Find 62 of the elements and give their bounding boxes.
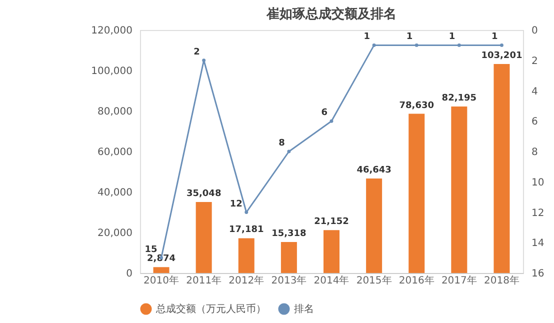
bar xyxy=(494,64,510,273)
data-label: 78,630 xyxy=(399,100,434,111)
x-tick-label: 2016年 xyxy=(398,274,434,286)
data-label: 1 xyxy=(364,32,370,42)
data-label: 2 xyxy=(194,47,200,58)
x-tick-label: 2013年 xyxy=(271,274,307,286)
y2-tick-label: 4 xyxy=(532,86,538,98)
data-label: 21,152 xyxy=(314,217,349,228)
point xyxy=(202,58,206,62)
data-label: 1 xyxy=(406,32,413,42)
x-tick-label: 2014年 xyxy=(314,274,350,286)
y-tick-label: 120,000 xyxy=(91,26,132,36)
point xyxy=(500,43,504,47)
x-tick-label: 2018年 xyxy=(484,274,520,286)
y2-tick-label: 6 xyxy=(532,116,538,128)
y-tick-label: 20,000 xyxy=(98,228,132,239)
y-tick-label: 100,000 xyxy=(91,66,132,77)
y2-tick-label: 2 xyxy=(532,56,538,67)
y2-tick-label: 8 xyxy=(532,147,538,158)
point xyxy=(287,150,291,154)
x-tick-label: 2012年 xyxy=(228,274,264,286)
point xyxy=(414,43,418,47)
point xyxy=(457,43,461,47)
data-label: 1 xyxy=(448,32,456,42)
y-tick-label: 40,000 xyxy=(98,188,132,198)
legend-label: 总成交额（万元人民币） xyxy=(155,303,266,315)
data-label: 103,201 xyxy=(481,51,522,62)
bar xyxy=(153,267,170,273)
bar xyxy=(280,242,297,273)
y-tick-label: 80,000 xyxy=(98,106,132,118)
data-label: 17,181 xyxy=(229,225,264,236)
x-tick-label: 2011年 xyxy=(186,274,222,286)
data-label: 1 xyxy=(491,32,498,42)
data-label: 8 xyxy=(278,138,285,148)
chart-title: 崔如琢总成交额及排名 xyxy=(266,6,396,22)
y2-tick-label: 12 xyxy=(532,208,544,219)
bar xyxy=(238,238,254,273)
y2-tick-label: 10 xyxy=(532,177,544,188)
y2-tick-label: 16 xyxy=(532,268,544,280)
data-label: 6 xyxy=(321,108,328,118)
point xyxy=(244,210,248,214)
bar xyxy=(324,230,340,273)
bar xyxy=(451,106,468,273)
data-label: 15,318 xyxy=(272,228,306,239)
point xyxy=(330,119,334,123)
point xyxy=(372,43,376,47)
y-tick-label: 60,000 xyxy=(98,147,132,158)
bar xyxy=(366,178,382,273)
data-label: 12 xyxy=(230,199,242,210)
data-label: 15 xyxy=(144,244,158,255)
bar xyxy=(196,202,212,273)
x-tick-label: 2017年 xyxy=(441,274,477,286)
data-label: 35,048 xyxy=(186,189,222,200)
x-tick-label: 2010年 xyxy=(144,274,180,286)
legend-label: 排名 xyxy=(294,303,314,315)
bar xyxy=(408,114,425,273)
data-label: 82,195 xyxy=(442,94,477,104)
y2-tick-label: 14 xyxy=(532,238,544,250)
data-label: 46,643 xyxy=(356,166,392,176)
y2-tick-label: 0 xyxy=(532,26,538,36)
y-tick-label: 0 xyxy=(126,268,132,280)
x-tick-label: 2015年 xyxy=(356,274,392,286)
